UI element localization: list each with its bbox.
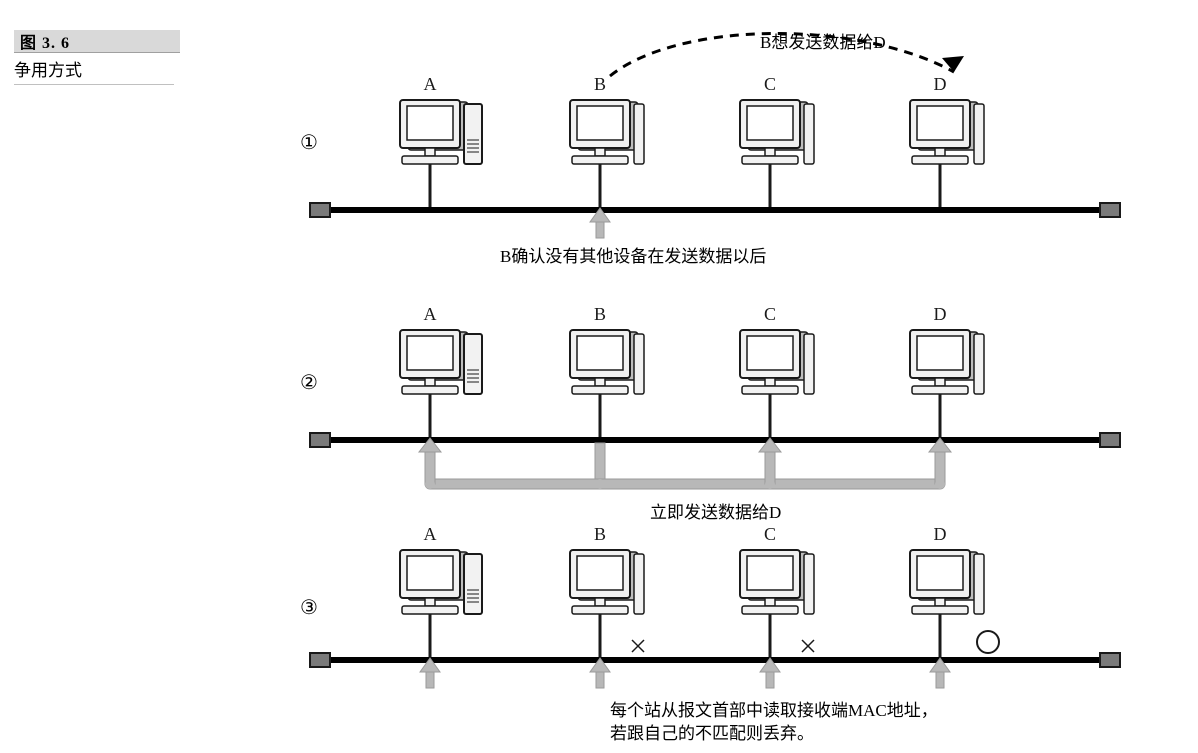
- computer-label: C: [764, 74, 776, 94]
- computer-c: C: [740, 524, 814, 657]
- computer-label: B: [594, 524, 606, 544]
- broadcast-joint: [935, 479, 945, 489]
- computer-label: A: [424, 74, 437, 94]
- computer-label: D: [934, 524, 947, 544]
- computer-b: B: [570, 304, 644, 437]
- broadcast-line: [765, 448, 775, 484]
- computer-label: B: [594, 74, 606, 94]
- broadcast-joint: [595, 479, 605, 489]
- computer-d: D: [910, 304, 984, 437]
- bus-line: [330, 207, 1100, 213]
- bus-terminator: [1100, 653, 1120, 667]
- broadcast-line: [595, 443, 605, 484]
- bus-terminator: [1100, 203, 1120, 217]
- computer-b: B: [570, 524, 644, 657]
- computer-label: D: [934, 304, 947, 324]
- page: 图 3. 6 争用方式 ① ② ③ B想发送数据给D B确认没有其他设备在发送数…: [0, 0, 1198, 753]
- dashed-arrowhead-icon: [942, 56, 964, 72]
- computer-label: D: [934, 74, 947, 94]
- computer-label: C: [764, 524, 776, 544]
- diagram-svg: A B C D A B C D A B C D: [0, 0, 1198, 753]
- computer-d: D: [910, 74, 984, 207]
- computer-label: B: [594, 304, 606, 324]
- computer-a: A: [400, 524, 482, 657]
- computer-c: C: [740, 304, 814, 437]
- broadcast-line: [425, 448, 435, 484]
- bus-line: [330, 437, 1100, 443]
- accept-circle-icon: [977, 631, 999, 653]
- computer-d: D: [910, 524, 984, 657]
- computer-label: A: [424, 304, 437, 324]
- bus-line: [330, 657, 1100, 663]
- computer-b: B: [570, 74, 644, 207]
- broadcast-line: [425, 479, 945, 489]
- broadcast-joint: [765, 479, 775, 489]
- bus-terminator: [310, 653, 330, 667]
- bus-terminator: [1100, 433, 1120, 447]
- bus-terminator: [310, 203, 330, 217]
- dashed-arrow: [610, 33, 954, 76]
- computer-a: A: [400, 304, 482, 437]
- bus-terminator: [310, 433, 330, 447]
- broadcast-joint: [425, 479, 435, 489]
- computer-c: C: [740, 74, 814, 207]
- computer-label: A: [424, 524, 437, 544]
- computer-label: C: [764, 304, 776, 324]
- computer-a: A: [400, 74, 482, 207]
- broadcast-line: [935, 448, 945, 484]
